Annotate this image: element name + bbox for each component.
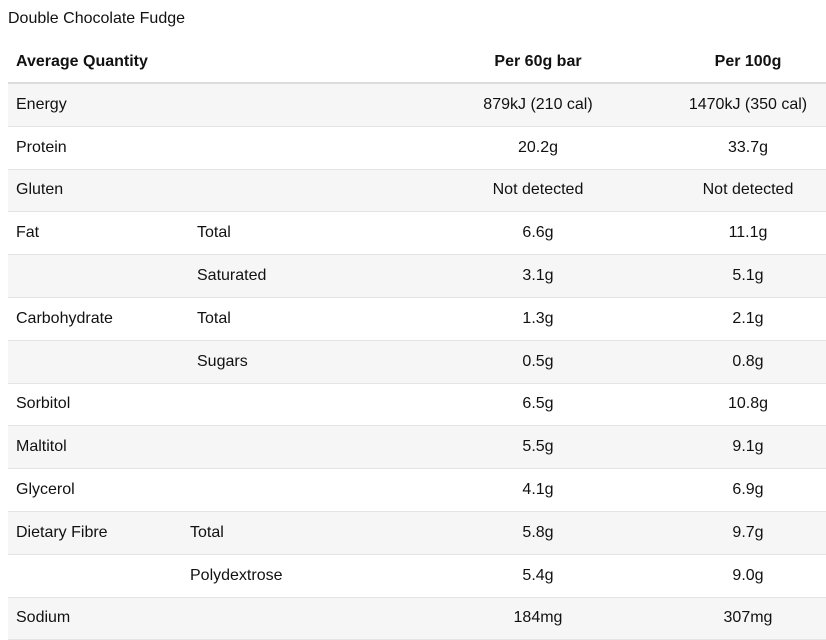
table-row: Sorbitol 6.5g 10.8g [8,384,826,427]
nutrient-name: Sodium [16,609,71,627]
value-per-100g: 9.1g [732,438,764,456]
table-row: Maltitol 5.5g 9.1g [8,426,826,470]
value-per-100g: 6.9g [732,481,764,499]
value-per-bar: 5.8g [522,523,554,541]
nutrient-name: Energy [16,95,67,113]
value-per-100g: 33.7g [727,138,769,156]
value-per-100g: 307mg [723,609,773,627]
nutrient-name: Carbohydrate [16,309,113,327]
table-row: Energy 879kJ (210 cal) 1470kJ (350 cal) [8,84,826,127]
table-header: Average Quantity Per 60g bar Per 100g [8,42,826,84]
nutrient-sub: Saturated [197,267,267,285]
table-row: Protein 20.2g 33.7g [8,127,826,170]
value-per-bar: 6.6g [522,224,554,242]
value-per-100g: 11.1g [728,224,768,242]
value-per-100g: 1470kJ (350 cal) [688,95,808,113]
table-row: Fat Total 6.6g 11.1g [8,212,826,256]
value-per-bar: Not detected [492,181,584,199]
nutrient-name: Sorbitol [16,395,71,413]
column-header-per-bar: Per 60g bar [494,53,582,70]
nutrient-name: Maltitol [16,438,67,456]
nutrient-sub: Total [190,523,224,541]
value-per-bar: 879kJ (210 cal) [483,95,593,113]
value-per-bar: 184mg [513,609,563,627]
value-per-100g: 2.1g [732,309,764,327]
table-row: Polydextrose 5.4g 9.0g [8,555,826,598]
page-title: Double Chocolate Fudge [8,10,186,27]
value-per-bar: 4.1g [522,481,554,499]
column-header-quantity: Average Quantity [16,53,148,70]
value-per-bar: 1.3g [522,309,554,327]
table-row: Sodium 184mg 307mg [8,597,826,640]
nutrition-table: Average Quantity Per 60g bar Per 100g En… [8,42,826,640]
value-per-100g: 10.8g [727,395,769,413]
value-per-bar: 5.5g [522,438,554,456]
table-row: Sugars 0.5g 0.8g [8,340,826,384]
table-row: Glycerol 4.1g 6.9g [8,469,826,512]
value-per-bar: 6.5g [522,395,554,413]
value-per-100g: Not detected [702,181,794,199]
nutrient-name: Gluten [16,181,64,199]
nutrient-sub: Total [197,224,231,242]
value-per-100g: 9.7g [732,523,764,541]
nutrient-name: Protein [16,138,67,156]
column-header-per-100g: Per 100g [714,53,782,70]
table-row: Gluten Not detected Not detected [8,169,826,213]
nutrient-name: Fat [16,224,40,242]
nutrient-name: Glycerol [16,481,75,499]
value-per-bar: 20.2g [517,138,559,156]
nutrient-name: Dietary Fibre [16,523,108,541]
value-per-bar: 3.1g [522,267,554,285]
nutrient-sub: Total [197,309,231,327]
nutrient-sub: Polydextrose [190,566,283,584]
table-row: Dietary Fibre Total 5.8g 9.7g [8,511,826,555]
table-row: Saturated 3.1g 5.1g [8,255,826,298]
value-per-100g: 0.8g [732,352,764,370]
table-row: Carbohydrate Total 1.3g 2.1g [8,298,826,341]
value-per-bar: 0.5g [522,352,554,370]
value-per-bar: 5.4g [522,566,554,584]
value-per-100g: 5.1g [732,267,764,285]
nutrient-sub: Sugars [197,352,248,370]
value-per-100g: 9.0g [732,566,764,584]
